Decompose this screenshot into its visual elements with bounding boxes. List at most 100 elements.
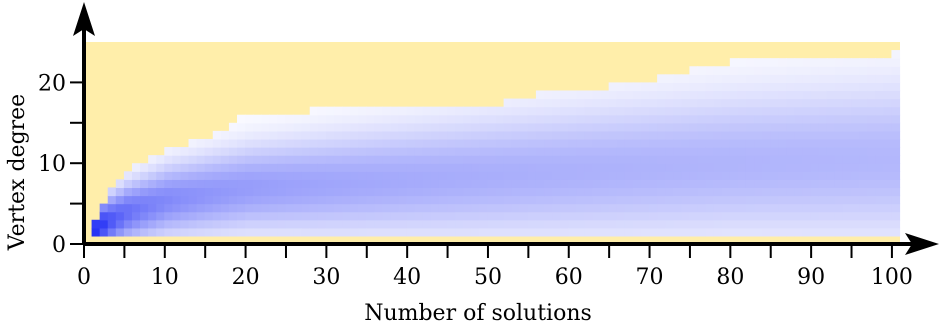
heatmap-cell <box>697 179 707 189</box>
heatmap-cell <box>713 163 723 172</box>
heatmap-cell <box>544 130 553 140</box>
heatmap-cell <box>689 82 699 92</box>
heatmap-cell <box>883 227 893 237</box>
heatmap-cell <box>834 155 844 164</box>
heatmap-cell <box>333 195 343 205</box>
heatmap-cell <box>390 203 400 213</box>
heatmap-cell <box>600 138 610 148</box>
heatmap-cell <box>649 122 658 132</box>
heatmap-cell <box>245 171 254 180</box>
heatmap-cell <box>245 211 254 221</box>
heatmap-cell <box>552 187 561 197</box>
heatmap-cell <box>463 155 472 164</box>
heatmap-cell <box>430 138 440 148</box>
heatmap-cell <box>729 66 739 75</box>
heatmap-cell <box>697 195 707 205</box>
heatmap-cell <box>802 163 812 172</box>
heatmap-cell <box>640 122 650 132</box>
heatmap-cell <box>665 211 674 221</box>
heatmap-cell <box>471 155 480 164</box>
heatmap-cell <box>867 227 876 237</box>
heatmap-cell <box>778 130 787 140</box>
heatmap-cell <box>527 155 537 164</box>
heatmap-cell <box>544 106 553 116</box>
heatmap-cell <box>810 90 820 100</box>
heatmap-cell <box>786 106 796 116</box>
heatmap-cell <box>851 74 860 83</box>
heatmap-cell <box>196 171 206 180</box>
heatmap-cell <box>390 171 400 180</box>
heatmap-cell <box>826 58 836 67</box>
heatmap-cell <box>350 114 359 124</box>
heatmap-cell <box>891 211 901 221</box>
heatmap-cell <box>406 187 416 197</box>
heatmap-cell <box>503 203 513 213</box>
heatmap-cell <box>285 219 295 229</box>
heatmap-cell <box>455 171 464 180</box>
heatmap-cell <box>778 163 787 172</box>
heatmap-cell <box>649 114 658 124</box>
heatmap-cell <box>584 98 594 108</box>
heatmap-cell <box>818 179 828 189</box>
heatmap-cell <box>164 219 173 229</box>
heatmap-cell <box>826 187 836 197</box>
heatmap-cell <box>721 219 731 229</box>
heatmap-cell <box>737 163 747 172</box>
heatmap-cell <box>657 138 666 148</box>
heatmap-cell <box>592 203 602 213</box>
heatmap-cell <box>762 211 771 221</box>
heatmap-cell <box>673 163 682 172</box>
heatmap-cell <box>180 171 190 180</box>
heatmap-cell <box>309 179 319 189</box>
heatmap-cell <box>148 195 157 205</box>
heatmap-cell <box>398 122 408 132</box>
heatmap-cell <box>568 163 577 172</box>
heatmap-cell <box>390 227 400 237</box>
heatmap-cell <box>560 163 569 172</box>
heatmap-cell <box>778 58 787 67</box>
heatmap-cell <box>422 106 432 116</box>
heatmap-cell <box>584 179 594 189</box>
heatmap-cell <box>374 195 384 205</box>
heatmap-cell <box>713 155 723 164</box>
heatmap-cell <box>810 82 820 92</box>
heatmap-cell <box>479 130 489 140</box>
heatmap-cell <box>624 227 634 237</box>
heatmap-cell <box>455 195 464 205</box>
heatmap-cell <box>721 90 731 100</box>
heatmap-cell <box>495 163 505 172</box>
heatmap-cell <box>285 195 295 205</box>
heatmap-cell <box>665 114 674 124</box>
heatmap-cell <box>737 130 747 140</box>
heatmap-cell <box>681 130 691 140</box>
heatmap-cell <box>479 147 489 156</box>
heatmap-cell <box>592 163 602 172</box>
heatmap-cell <box>317 114 327 124</box>
heatmap-cell <box>867 90 876 100</box>
heatmap-cell <box>705 227 715 237</box>
heatmap-cell <box>713 203 723 213</box>
heatmap-cell <box>762 147 771 156</box>
heatmap-cell <box>374 114 384 124</box>
heatmap-cell <box>754 155 763 164</box>
heatmap-cell <box>188 171 198 180</box>
heatmap-cell <box>842 66 852 75</box>
heatmap-cell <box>681 211 691 221</box>
heatmap-cell <box>770 163 779 172</box>
heatmap-cell <box>552 147 561 156</box>
heatmap-cell <box>713 195 723 205</box>
heatmap-cell <box>576 114 586 124</box>
heatmap-cell <box>834 122 844 132</box>
heatmap-cell <box>640 90 650 100</box>
heatmap-cell <box>204 147 214 156</box>
heatmap-cell <box>374 227 384 237</box>
heatmap-cell <box>673 98 682 108</box>
heatmap-cell <box>245 219 254 229</box>
heatmap-cell <box>891 98 901 108</box>
heatmap-cell <box>786 90 796 100</box>
heatmap-cell <box>317 138 327 148</box>
heatmap-cell <box>398 138 408 148</box>
heatmap-cell <box>447 171 456 180</box>
heatmap-cell <box>705 114 715 124</box>
